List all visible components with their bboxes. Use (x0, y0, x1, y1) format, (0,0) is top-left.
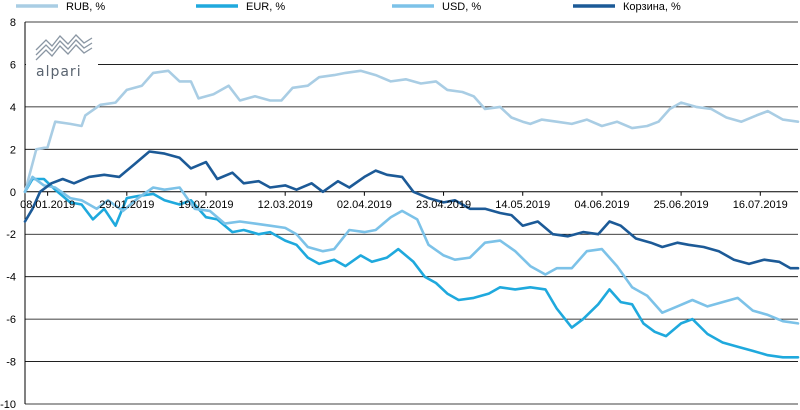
y-axis-ticks: 8 6 4 2 0 -2 -4 -6 -8 -10 (0, 17, 16, 410)
x-tick-label: 25.06.2019 (654, 199, 709, 211)
y-tick-label: -6 (6, 314, 16, 326)
x-tick-label: 12.03.2019 (258, 199, 313, 211)
legend-label: Корзина, % (623, 1, 681, 13)
x-tick-label: 16.07.2019 (733, 199, 788, 211)
series-line-1 (23, 69, 800, 194)
legend-label: EUR, % (246, 1, 285, 13)
y-tick-label: -8 (6, 357, 16, 369)
x-axis-ticks: 08.01.2019 29.01.2019 19.02.2019 12.03.2019… (20, 191, 788, 211)
x-tick-label: 29.01.2019 (99, 199, 154, 211)
x-tick-label: 19.02.2019 (178, 199, 233, 211)
grid-lines (25, 21, 798, 405)
zero-axis (24, 22, 798, 404)
y-tick-label: -10 (0, 399, 16, 410)
y-tick-label: 8 (10, 17, 16, 29)
x-tick-label: 02.04.2019 (337, 199, 392, 211)
y-tick-label: -2 (6, 229, 16, 241)
legend-label: RUB, % (66, 1, 105, 13)
series-line-2 (23, 177, 800, 359)
series-line-4 (23, 150, 800, 270)
legend-label: USD, % (442, 1, 481, 13)
y-tick-label: 6 (10, 59, 16, 71)
y-tick-label: 4 (10, 102, 16, 114)
alpari-logo: alpari (26, 29, 98, 80)
legend: RUB, % EUR, % USD, % Корзина, % (16, 1, 681, 13)
x-tick-label: 04.06.2019 (574, 199, 629, 211)
y-tick-label: -4 (6, 272, 16, 284)
y-tick-label: 2 (10, 144, 16, 156)
x-tick-label: 23.04.2019 (416, 199, 471, 211)
logo-text: alpari (36, 64, 82, 80)
series-line-3 (23, 175, 800, 325)
series-lines (23, 69, 800, 359)
y-tick-label: 0 (10, 187, 16, 199)
logo-mountains-icon (35, 34, 93, 61)
x-tick-label: 08.01.2019 (20, 199, 75, 211)
x-tick-label: 14.05.2019 (495, 199, 550, 211)
